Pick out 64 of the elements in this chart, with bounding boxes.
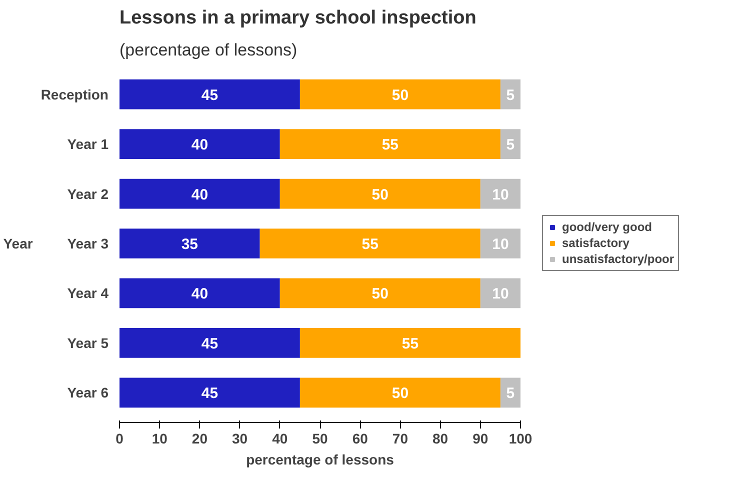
x-axis-title: percentage of lessons	[246, 452, 394, 468]
x-tick-label: 80	[432, 430, 448, 446]
bar	[480, 278, 520, 308]
data-label: 50	[372, 186, 388, 204]
legend-label: good/very good	[562, 220, 652, 234]
x-tick-label: 100	[508, 430, 532, 446]
bar	[120, 79, 300, 110]
y-tick-label: Year 3	[67, 236, 109, 252]
x-tick-label: 60	[352, 430, 368, 446]
data-label: 40	[191, 136, 208, 154]
bar	[480, 178, 520, 209]
y-tick-label: Reception	[40, 86, 109, 102]
bar	[120, 129, 280, 159]
data-label: 55	[402, 335, 419, 352]
data-label: 50	[372, 286, 388, 303]
bar	[280, 129, 500, 159]
bar	[280, 178, 480, 209]
data-label: 5	[506, 136, 515, 154]
y-tick-label: Year 5	[67, 334, 109, 351]
bar	[300, 79, 500, 110]
bar	[120, 178, 280, 209]
data-label: 5	[506, 385, 515, 402]
data-label: 10	[492, 286, 509, 303]
data-label: 50	[392, 385, 409, 402]
x-tick-label: 50	[312, 430, 328, 446]
y-tick-label: Year 1	[67, 136, 109, 152]
x-tick-label: 20	[192, 430, 208, 446]
data-label: 55	[382, 136, 399, 154]
bar	[260, 228, 480, 258]
bar	[500, 129, 520, 159]
x-tick-label: 30	[232, 430, 248, 446]
bar	[500, 79, 520, 110]
bar	[480, 228, 520, 258]
bar	[120, 278, 280, 308]
bar	[300, 378, 500, 408]
data-label: 10	[492, 186, 509, 204]
legend-label: satisfactory	[562, 236, 630, 250]
x-tick-label: 90	[472, 430, 488, 446]
bar	[120, 228, 260, 258]
data-label: 40	[191, 186, 208, 204]
x-tick-label: 10	[152, 430, 168, 446]
x-tick-label: 0	[116, 430, 124, 446]
x-tick-label: 70	[392, 430, 408, 446]
data-label: 45	[201, 335, 218, 352]
bar	[120, 378, 300, 408]
bar	[300, 328, 520, 358]
bar	[280, 278, 480, 308]
chart-title: Lessons in a primary school inspection	[120, 8, 476, 28]
y-tick-label: Year 2	[67, 186, 109, 202]
y-tick-label: Year 4	[67, 285, 109, 302]
data-label: 45	[201, 385, 218, 402]
chart-subtitle: (percentage of lessons)	[120, 40, 298, 60]
bar	[120, 328, 300, 358]
legend-label: unsatisfactory/poor	[562, 252, 674, 266]
data-label: 50	[392, 86, 409, 104]
data-label: 55	[362, 236, 378, 253]
data-label: 40	[191, 286, 208, 303]
y-tick-label: Year 6	[67, 384, 109, 401]
data-label: 5	[506, 86, 515, 104]
data-label: 35	[181, 236, 198, 253]
x-tick-label: 40	[272, 430, 288, 446]
data-label: 45	[201, 86, 218, 104]
data-label: 10	[492, 236, 509, 253]
y-axis-title: Year	[3, 236, 34, 252]
